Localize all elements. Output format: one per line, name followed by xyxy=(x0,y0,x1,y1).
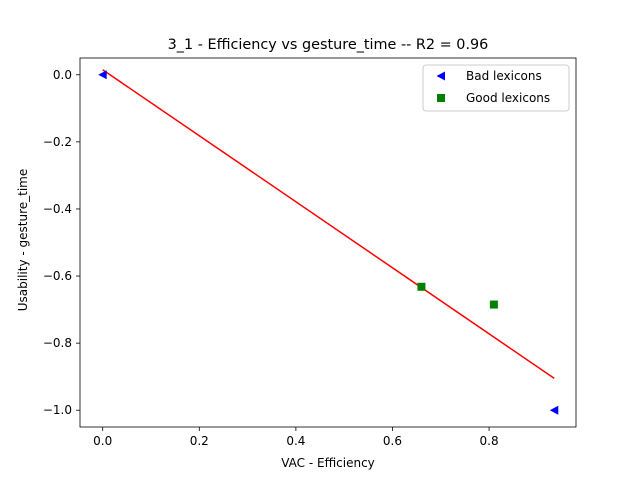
y-tick-label: −1.0 xyxy=(43,403,72,417)
x-tick-label: 0.6 xyxy=(383,434,402,448)
legend-label: Bad lexicons xyxy=(466,69,542,83)
data-point xyxy=(489,300,498,309)
legend-label: Good lexicons xyxy=(466,91,550,105)
y-tick-label: −0.2 xyxy=(43,135,72,149)
axes-frame xyxy=(79,57,577,428)
chart-title: 3_1 - Efficiency vs gesture_time -- R2 =… xyxy=(168,37,489,53)
y-tick-label: −0.6 xyxy=(43,269,72,283)
legend-marker xyxy=(437,94,445,102)
x-tick-label: 0.8 xyxy=(480,434,499,448)
legend-box xyxy=(422,64,570,112)
legend: Bad lexicons Good lexicons xyxy=(422,64,570,112)
y-axis-label: Usability - gesture_time xyxy=(16,169,30,312)
y-tick-label: 0.0 xyxy=(53,68,72,82)
plot-area: 0.0 0.2 0.4 0.6 0.8 0.0 −0.2 −0.4 −0.6 −0.8 −1.0 xyxy=(43,57,577,448)
x-tick-label: 0.4 xyxy=(286,434,305,448)
x-tick-label: 0.0 xyxy=(93,434,112,448)
regression-line xyxy=(102,69,555,379)
data-point xyxy=(417,282,426,291)
data-point xyxy=(98,70,107,80)
x-axis-label: VAC - Efficiency xyxy=(281,456,375,470)
legend-marker xyxy=(436,71,445,81)
data-point xyxy=(549,405,559,415)
y-tick-label: −0.4 xyxy=(43,202,72,216)
x-tick-label: 0.2 xyxy=(190,434,209,448)
y-tick-label: −0.8 xyxy=(43,336,72,350)
